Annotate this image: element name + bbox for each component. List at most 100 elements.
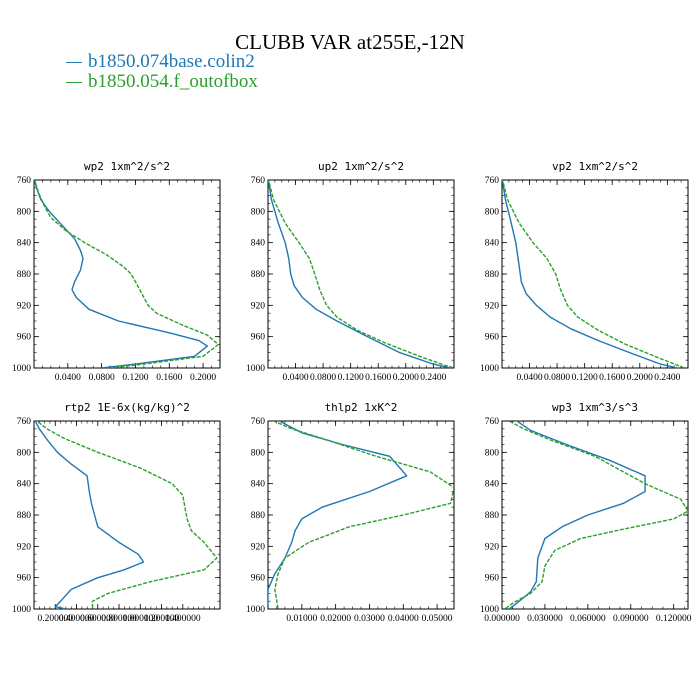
y-tick-label: 920 — [485, 542, 500, 552]
y-tick-label: 880 — [485, 270, 500, 280]
panel-title: wp2 1xm^2/s^2 — [84, 160, 170, 173]
panel-3: rtp2 1E-6x(kg/kg)^2 760 800 840 880 920 960 100… — [12, 401, 221, 624]
x-tick-label: 1.000000 — [122, 614, 158, 624]
x-tick-label: 0.04000 — [388, 614, 419, 624]
x-tick-label: 0.1600 — [365, 373, 391, 383]
y-tick-label: 960 — [485, 574, 500, 584]
series-line-outofbox — [268, 180, 454, 368]
x-tick-label: 0.060000 — [570, 614, 606, 624]
y-tick-label: 1000 — [480, 364, 499, 374]
x-tick-label: 0.000000 — [484, 614, 520, 624]
y-tick-label: 840 — [251, 239, 266, 249]
panel-title: wp3 1xm^3/s^3 — [552, 401, 638, 414]
y-tick-label: 840 — [485, 239, 500, 249]
x-tick-label: 0.1200 — [338, 373, 364, 383]
x-tick-label: 0.600000 — [80, 614, 116, 624]
legend-entry-base: b1850.074base.colin2 — [66, 51, 255, 73]
plot-frame — [33, 179, 221, 369]
y-tick-label: 880 — [485, 511, 500, 521]
x-tick-label: 0.030000 — [527, 614, 563, 624]
y-tick-label: 840 — [17, 239, 32, 249]
y-tick-label: 880 — [251, 270, 266, 280]
y-tick-label: 840 — [485, 480, 500, 490]
y-tick-label: 800 — [251, 207, 266, 217]
panel-1: up2 1xm^2/s^2 760 800 840 880 920 960 1000 0.040… — [246, 160, 455, 383]
y-tick-label: 920 — [251, 542, 266, 552]
x-tick-label: 0.2000 — [627, 373, 653, 383]
figure-title: CLUBB VAR at255E,-12N — [235, 30, 465, 54]
x-tick-label: 0.01000 — [286, 614, 317, 624]
panel-title: vp2 1xm^2/s^2 — [552, 160, 638, 173]
y-tick-label: 760 — [251, 417, 266, 427]
x-tick-label: 0.2400 — [654, 373, 680, 383]
x-tick-label: 0.2400 — [420, 373, 446, 383]
legend-entry-outofbox: b1850.054.f_outofbox — [66, 71, 258, 93]
x-tick-label: 0.02000 — [320, 614, 351, 624]
series-line-base — [34, 421, 145, 609]
legend-label-outofbox: b1850.054.f_outofbox — [88, 71, 258, 92]
panel-title: thlp2 1xK^2 — [325, 401, 398, 414]
x-tick-label: 0.400000 — [59, 614, 95, 624]
x-tick-label: 0.0800 — [544, 373, 570, 383]
x-tick-label: 0.2000 — [393, 373, 419, 383]
series-line-outofbox — [271, 421, 454, 609]
x-tick-label: 0.200000 — [37, 614, 73, 624]
x-tick-label: 0.1600 — [599, 373, 625, 383]
y-tick-label: 920 — [485, 301, 500, 311]
series-line-base — [508, 421, 646, 609]
x-tick-label: 0.0800 — [89, 373, 115, 383]
y-tick-label: 1000 — [12, 605, 31, 615]
y-tick-label: 840 — [251, 480, 266, 490]
series-line-base — [34, 180, 209, 368]
y-tick-label: 800 — [251, 448, 266, 458]
legend-swatch-outofbox — [66, 82, 82, 84]
y-tick-label: 920 — [251, 301, 266, 311]
legend-label-base: b1850.074base.colin2 — [88, 51, 255, 72]
x-tick-label: 0.120000 — [656, 614, 692, 624]
y-tick-label: 960 — [17, 333, 32, 343]
panel-title: rtp2 1E-6x(kg/kg)^2 — [64, 401, 190, 414]
x-tick-label: 0.0400 — [516, 373, 542, 383]
y-tick-label: 840 — [17, 480, 32, 490]
y-tick-label: 760 — [485, 417, 500, 427]
y-tick-label: 960 — [485, 333, 500, 343]
x-tick-label: 0.03000 — [354, 614, 385, 624]
series-line-outofbox — [34, 180, 220, 368]
panel-5: wp3 1xm^3/s^3 760 800 840 880 920 960 10000.000… — [480, 401, 692, 624]
x-tick-label: 0.1200 — [572, 373, 598, 383]
series-line-base — [502, 180, 678, 368]
plot-frame — [33, 420, 221, 610]
y-tick-label: 920 — [17, 542, 32, 552]
y-tick-label: 800 — [485, 448, 500, 458]
series-line-base — [268, 180, 451, 368]
y-tick-label: 880 — [251, 511, 266, 521]
x-tick-label: 0.1600 — [156, 373, 182, 383]
y-tick-label: 880 — [17, 270, 32, 280]
panel-4: thlp2 1xK^2 760 800 840 880 920 960 1000 0.01000… — [246, 401, 455, 624]
y-tick-label: 920 — [17, 301, 32, 311]
x-tick-label: 0.0400 — [282, 373, 308, 383]
x-tick-label: 0.1200 — [122, 373, 148, 383]
series-line-base — [268, 421, 408, 606]
y-tick-label: 800 — [485, 207, 500, 217]
plot-frame — [501, 420, 689, 610]
panel-title: up2 1xm^2/s^2 — [318, 160, 404, 173]
y-tick-label: 800 — [17, 448, 32, 458]
x-tick-label: 0.090000 — [613, 614, 649, 624]
y-tick-label: 1000 — [12, 364, 31, 374]
x-tick-label: 0.2000 — [190, 373, 216, 383]
y-tick-label: 960 — [251, 333, 266, 343]
series-line-outofbox — [504, 421, 688, 609]
series-line-outofbox — [502, 180, 685, 368]
y-tick-label: 760 — [17, 417, 32, 427]
y-tick-label: 880 — [17, 511, 32, 521]
y-tick-label: 760 — [485, 176, 500, 186]
series-line-outofbox — [35, 421, 218, 609]
x-tick-label: 1.400000 — [165, 614, 201, 624]
legend-swatch-base — [66, 62, 82, 64]
x-tick-label: 0.0800 — [310, 373, 336, 383]
y-tick-label: 800 — [17, 207, 32, 217]
y-tick-label: 760 — [251, 176, 266, 186]
x-tick-label: 0.800000 — [101, 614, 137, 624]
